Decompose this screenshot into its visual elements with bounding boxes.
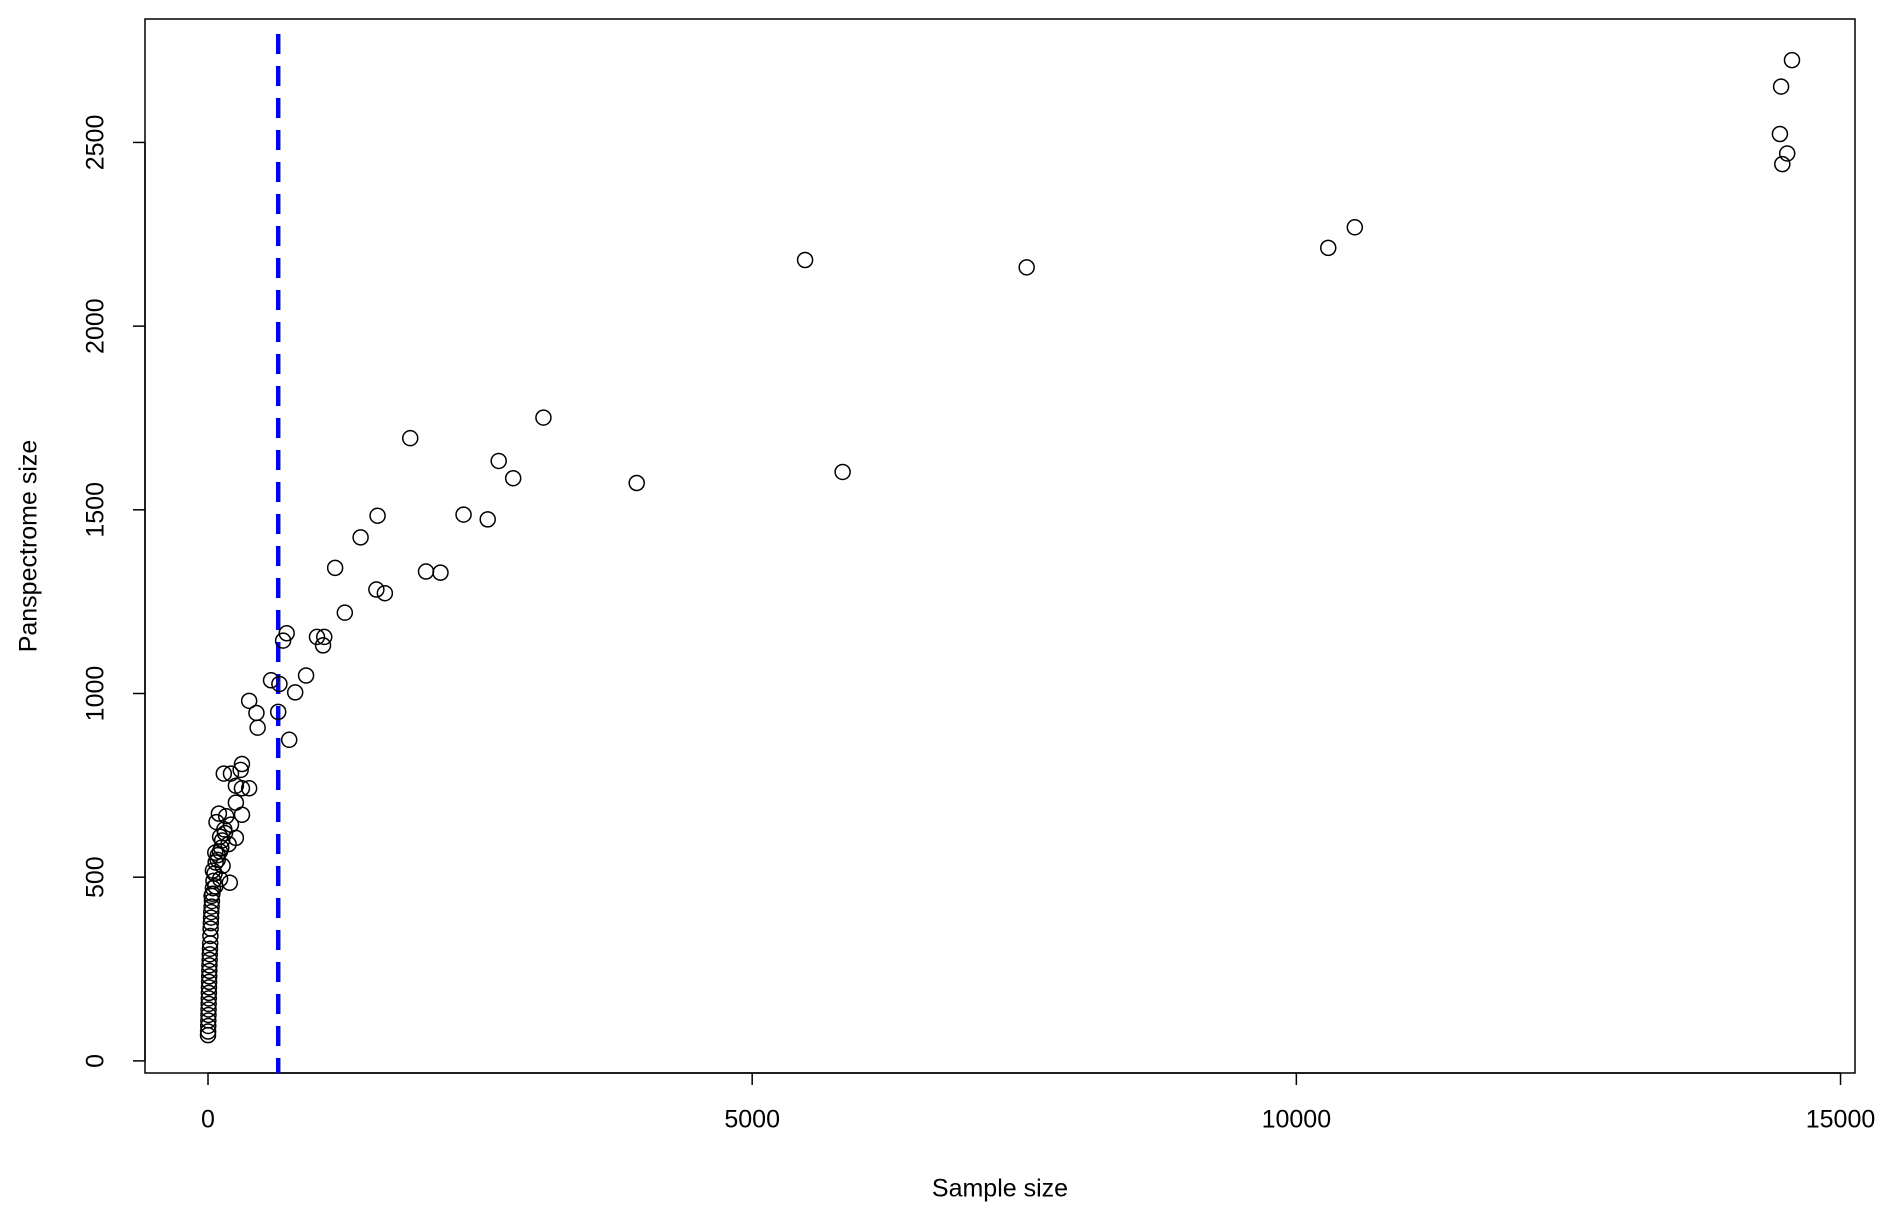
point xyxy=(202,909,220,926)
point xyxy=(207,854,224,871)
point xyxy=(201,940,219,958)
point xyxy=(1778,145,1796,162)
y-tick-label: 1500 xyxy=(82,482,110,538)
point xyxy=(249,719,266,736)
point xyxy=(834,463,851,481)
x-tick-label: 5000 xyxy=(724,1106,780,1134)
point xyxy=(262,672,280,689)
point xyxy=(490,452,507,470)
point xyxy=(297,667,315,684)
point xyxy=(201,951,218,969)
point xyxy=(203,892,221,910)
y-tick-label: 1000 xyxy=(82,666,110,722)
point xyxy=(315,628,333,646)
point xyxy=(233,780,251,797)
point xyxy=(199,1017,217,1035)
point xyxy=(326,559,344,577)
y-tick-label: 0 xyxy=(82,1054,110,1068)
point xyxy=(227,794,245,811)
point xyxy=(200,1006,217,1024)
point xyxy=(1774,155,1791,173)
x-tick-label: 0 xyxy=(201,1106,215,1134)
point xyxy=(200,990,218,1007)
point xyxy=(368,581,385,598)
point xyxy=(401,429,419,447)
point xyxy=(796,251,814,269)
point xyxy=(202,927,219,945)
y-tick-label: 2000 xyxy=(82,298,110,354)
point xyxy=(200,973,218,991)
point xyxy=(203,898,220,915)
plot-frame xyxy=(144,18,1856,1074)
point xyxy=(210,805,228,822)
point xyxy=(200,979,218,996)
point xyxy=(202,920,219,937)
point xyxy=(286,684,304,701)
point xyxy=(269,703,287,721)
point xyxy=(1783,51,1801,69)
point xyxy=(336,604,354,621)
point xyxy=(205,872,222,890)
point xyxy=(215,765,233,782)
point xyxy=(222,765,240,782)
point xyxy=(1018,259,1035,276)
x-tick-label: 10000 xyxy=(1262,1106,1332,1134)
point xyxy=(206,865,223,882)
point xyxy=(233,755,251,773)
point xyxy=(278,625,295,642)
point xyxy=(504,469,522,487)
point xyxy=(200,1012,217,1029)
point xyxy=(479,511,496,528)
point xyxy=(271,675,288,693)
y-axis-label: Panspectrome size xyxy=(15,440,43,653)
point xyxy=(201,957,218,974)
point xyxy=(204,885,221,902)
x-tick-label: 15000 xyxy=(1806,1106,1876,1134)
point xyxy=(201,962,218,980)
point xyxy=(201,946,219,963)
point xyxy=(1319,239,1337,257)
point xyxy=(200,968,218,985)
point xyxy=(1346,219,1364,236)
point xyxy=(216,821,233,838)
point xyxy=(211,843,229,860)
point xyxy=(628,474,645,492)
point xyxy=(199,1023,217,1040)
point xyxy=(417,563,435,580)
point xyxy=(209,846,227,864)
point xyxy=(314,637,332,654)
point xyxy=(352,529,369,546)
y-tick-label: 2500 xyxy=(82,115,110,171)
point xyxy=(369,507,386,524)
point xyxy=(213,832,231,849)
point xyxy=(200,1001,217,1018)
y-tick-label: 500 xyxy=(82,856,110,898)
point xyxy=(217,807,235,825)
point xyxy=(274,632,292,649)
point xyxy=(240,780,258,797)
point xyxy=(200,984,218,1002)
point xyxy=(535,409,552,426)
point xyxy=(199,1026,217,1044)
point xyxy=(221,874,239,891)
point xyxy=(432,564,449,581)
point xyxy=(240,692,258,710)
point xyxy=(308,628,326,646)
point xyxy=(280,731,298,749)
x-axis-label: Sample size xyxy=(932,1175,1068,1203)
point xyxy=(1772,78,1790,95)
point xyxy=(1771,125,1789,143)
point xyxy=(202,914,220,932)
point xyxy=(203,903,220,921)
point xyxy=(232,761,249,779)
point xyxy=(200,995,217,1013)
point xyxy=(248,704,265,722)
point xyxy=(376,584,394,602)
point xyxy=(455,506,472,523)
